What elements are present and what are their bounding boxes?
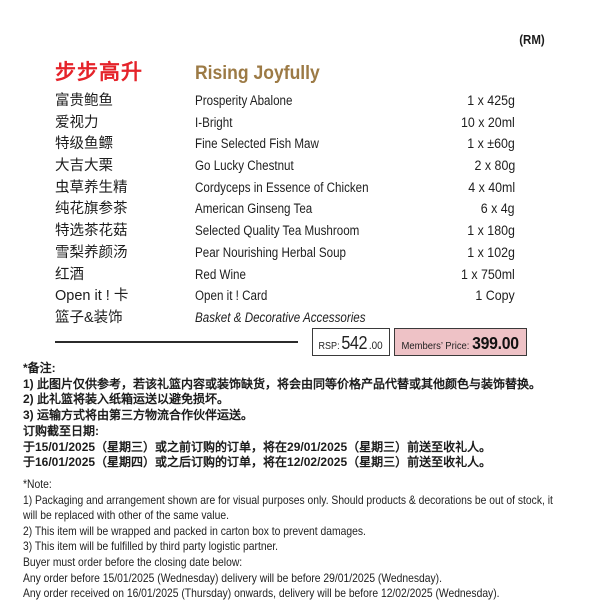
note-line: Any order before 15/01/2025 (Wednesday) … [23,570,442,585]
item-name-en: Prosperity Abalone [195,93,293,108]
item-row: 纯花旗参茶 American Ginseng Tea 6 x 4g [55,198,515,220]
note-line: 2) This item will be wrapped and packed … [23,523,366,538]
rsp-label: RSP: [318,341,340,352]
item-name-zh: 爱视力 [55,114,99,131]
members-price-box: Members’ Price: 399.00 [394,328,527,356]
members-price-value: 399.00 [472,333,520,353]
rsp-value-major: 542 [341,333,368,353]
item-row: 大吉大栗 Go Lucky Chestnut 2 x 80g [55,155,515,177]
item-qty: 1 x 180g [467,223,515,239]
note-line: 3) 运输方式将由第三方物流合作伙伴运送。 [23,408,254,423]
note-line: 1) Packaging and arrangement shown are f… [23,492,553,507]
item-row: 富贵鲍鱼 Prosperity Abalone 1 x 425g [55,90,515,112]
note-line: 3) This item will be fulfilled by third … [23,539,279,554]
rsp-value-minor: .00 [369,340,384,352]
item-name-zh: 雪梨养颜汤 [55,244,128,261]
item-row: 雪梨养颜汤 Pear Nourishing Herbal Soup 1 x 10… [55,242,515,264]
item-name-zh: 纯花旗参茶 [55,201,128,218]
price-strip: RSP: 542 .00 Members’ Price: 399.00 [55,328,527,356]
hamper-title-en: Rising Joyfully [195,62,320,84]
item-name-en: Selected Quality Tea Mushroom [195,223,360,239]
item-qty: 1 x 425g [467,93,515,108]
item-name-zh: 富贵鲍鱼 [55,93,113,109]
item-list: 富贵鲍鱼 Prosperity Abalone 1 x 425g 爱视力 I-B… [55,90,515,329]
currency-label: (RM) [519,33,545,47]
item-name-zh: 特选茶花菇 [55,223,128,240]
item-qty: 2 x 80g [474,158,515,174]
item-name-zh: 红酒 [55,266,84,283]
hamper-title-zh: 步步高升 [55,61,143,84]
item-name-en: Pear Nourishing Herbal Soup [195,244,347,260]
item-row: 特级鱼鳔 Fine Selected Fish Maw 1 x ±60g [55,133,515,155]
item-row: 爱视力 I-Bright 10 x 20ml [55,112,515,134]
rsp-box: RSP: 542 .00 [312,328,390,356]
note-line: Buyer must order before the closing date… [23,554,243,569]
hamper-title-row: 步步高升 Rising Joyfully [55,56,515,86]
price-divider-line [55,341,298,343]
note-line: 订购截至日期: [23,423,99,438]
item-name-zh: 虫草养生精 [55,179,128,196]
notes-en: *Note: 1) Packaging and arrangement show… [23,477,582,602]
members-price-label: Members’ Price: [401,340,470,352]
item-name-en: Open it ! Card [195,288,268,304]
notes-zh: *备注: 1) 此图片仅供参考，若该礼篮内容或装饰缺货，将会由同等价格产品代替或… [23,361,593,471]
item-name-zh: Open it ! 卡 [55,288,129,305]
item-name-en: American Ginseng Tea [195,201,313,217]
item-qty: 1 x 102g [467,244,515,260]
item-row: 虫草养生精 Cordyceps in Essence of Chicken 4 … [55,177,515,199]
item-qty: 1 x ±60g [467,136,515,152]
item-row: 红酒 Red Wine 1 x 750ml [55,264,515,286]
note-line: 于16/01/2025（星期四）或之后订购的订单，将在12/02/2025（星期… [23,455,492,470]
item-name-zh: 特级鱼鳔 [55,136,113,153]
item-row: 特选茶花菇 Selected Quality Tea Mushroom 1 x … [55,220,515,242]
item-name-en: Red Wine [195,266,246,282]
note-line: 于15/01/2025（星期三）或之前订购的订单，将在29/01/2025（星期… [23,439,492,454]
item-name-en: Cordyceps in Essence of Chicken [195,179,369,195]
item-qty: 4 x 40ml [468,179,515,195]
item-qty: 1 Copy [475,288,515,304]
item-name-en: Go Lucky Chestnut [195,158,294,174]
item-qty: 6 x 4g [481,201,515,217]
item-qty: 10 x 20ml [461,114,515,130]
item-name-en: Basket & Decorative Accessories [195,309,366,325]
note-line: Any order received on 16/01/2025 (Thursd… [23,586,500,601]
item-row: 篮子&装饰 Basket & Decorative Accessories [55,307,515,329]
item-name-en: Fine Selected Fish Maw [195,136,319,152]
item-name-zh: 大吉大栗 [55,158,113,175]
item-name-zh: 篮子&装饰 [55,309,123,326]
note-line: 2) 此礼篮将装入纸箱运送以避免损坏。 [23,392,230,407]
note-line: *备注: [23,361,56,375]
note-line: *Note: [23,477,52,491]
note-line: will be replaced with other of the same … [23,508,229,523]
item-name-en: I-Bright [195,114,233,130]
item-qty: 1 x 750ml [461,266,515,282]
note-line: 1) 此图片仅供参考，若该礼篮内容或装饰缺货，将会由同等价格产品代替或其他颜色与… [23,376,542,391]
item-row: Open it ! 卡 Open it ! Card 1 Copy [55,285,515,307]
